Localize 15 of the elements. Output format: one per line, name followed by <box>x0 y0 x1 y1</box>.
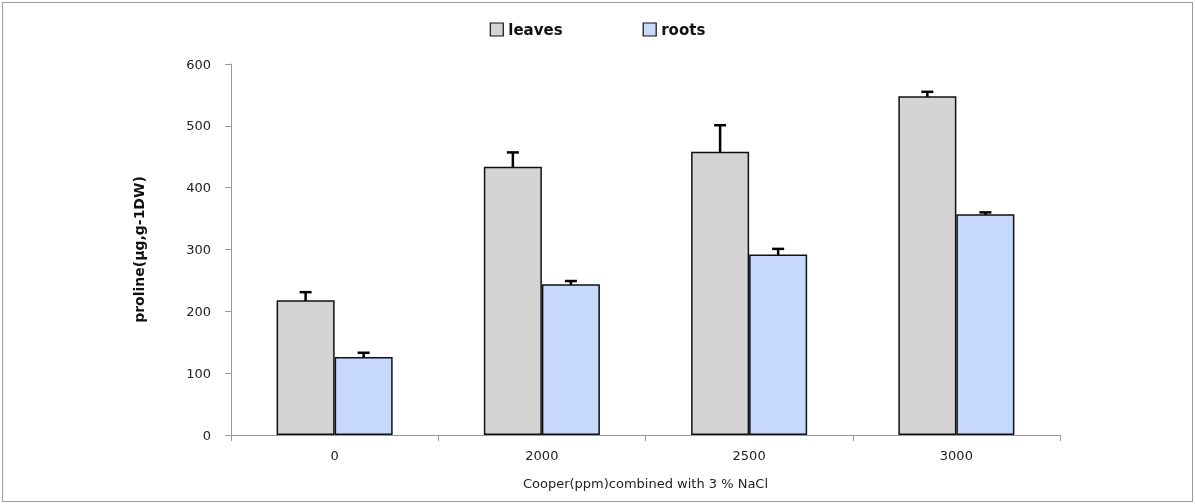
y-tick-label: 0 <box>202 427 211 443</box>
y-tick-label: 100 <box>186 365 211 381</box>
x-tick-label: 3000 <box>939 448 973 463</box>
y-axis-title: proline(µg,g-1DW) <box>131 176 147 323</box>
x-tick-label: 2500 <box>732 448 766 463</box>
x-tick-label: 0 <box>330 448 339 463</box>
y-tick-label: 300 <box>186 242 211 257</box>
legend-label: leaves <box>508 20 563 39</box>
y-tick-label: 200 <box>186 303 211 319</box>
y-tick-label: 400 <box>186 180 211 196</box>
x-tick-label: 2000 <box>525 448 559 463</box>
legend-label: roots <box>661 20 706 39</box>
y-tick-label: 500 <box>186 118 211 134</box>
x-axis-title: Cooper(ppm)combined with 3 % NaCl <box>522 476 769 491</box>
y-tick-label: 600 <box>186 56 211 72</box>
